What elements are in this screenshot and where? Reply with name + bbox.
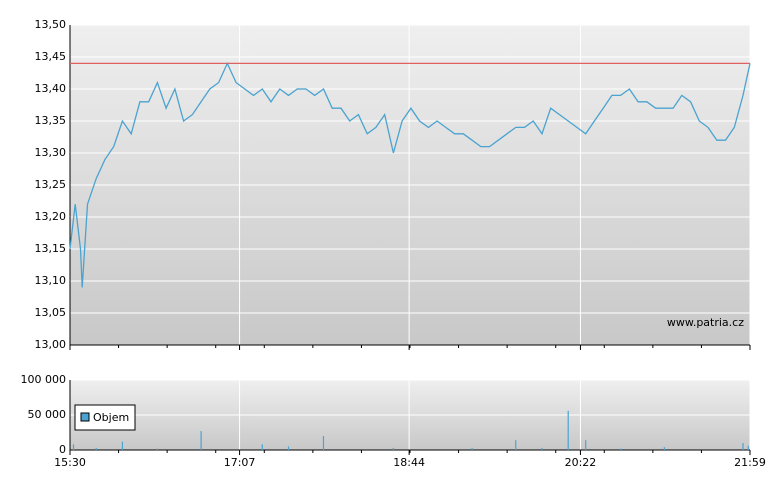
- y-tick-label: 13,20: [35, 210, 67, 223]
- x-tick-label: 18:44: [393, 456, 425, 469]
- volume-bar: [620, 448, 622, 450]
- volume-bar: [121, 441, 124, 450]
- volume-bar: [322, 436, 325, 450]
- volume-bar: [200, 431, 202, 450]
- y-tick-label: 13,00: [35, 338, 67, 351]
- watermark: www.patria.cz: [667, 316, 744, 329]
- y-tick-label: 13,35: [35, 114, 67, 127]
- legend-label: Objem: [93, 411, 129, 424]
- x-tick-label: 20:22: [565, 456, 597, 469]
- volume-bar: [95, 447, 97, 450]
- price-line: [69, 61, 751, 288]
- y-tick-label: 13,40: [35, 82, 67, 95]
- volume-bar: [585, 440, 587, 450]
- y-tick-label: 0: [59, 443, 66, 456]
- y-tick-label: 50 000: [28, 408, 67, 421]
- volume-bar: [471, 447, 473, 450]
- volume-bar: [287, 446, 290, 450]
- volume-bar: [747, 445, 749, 450]
- volume-bar: [541, 447, 543, 450]
- y-tick-label: 13,15: [35, 242, 67, 255]
- volume-bar: [663, 447, 665, 450]
- volume-bar: [742, 443, 744, 450]
- y-tick-label: 13,30: [35, 146, 67, 159]
- volume-bar: [156, 448, 159, 450]
- legend-swatch: [80, 412, 90, 422]
- y-tick-label: 100 000: [21, 373, 67, 386]
- x-tick-label: 15:30: [54, 456, 86, 469]
- y-tick-label: 13,50: [35, 18, 67, 31]
- y-tick-label: 13,25: [35, 178, 67, 191]
- y-tick-label: 13,45: [35, 50, 67, 63]
- volume-bar: [392, 447, 394, 450]
- volume-bar: [72, 444, 75, 450]
- x-tick-label: 17:07: [224, 456, 256, 469]
- y-tick-label: 13,10: [35, 274, 67, 287]
- volume-bar: [261, 444, 263, 450]
- volume-bar: [515, 440, 517, 450]
- x-tick-label: 21:59: [734, 456, 766, 469]
- y-tick-label: 13,05: [35, 306, 67, 319]
- volume-bar: [567, 410, 569, 450]
